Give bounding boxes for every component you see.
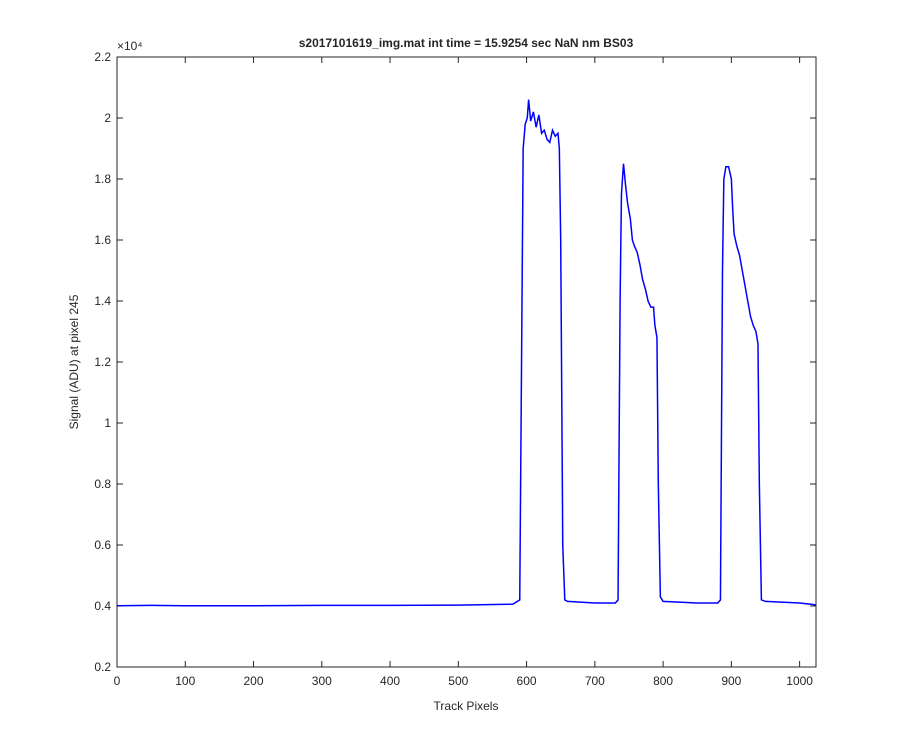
x-tick-label: 500	[448, 674, 468, 688]
x-tick-label: 400	[380, 674, 400, 688]
y-multiplier: ×10⁴	[117, 39, 143, 53]
y-tick-label: 2.2	[94, 50, 111, 64]
y-tick-label: 0.8	[94, 477, 111, 491]
x-tick-label: 1000	[786, 674, 813, 688]
y-tick-label: 1.6	[94, 233, 111, 247]
y-axis-label: Signal (ADU) at pixel 245	[67, 294, 81, 429]
x-tick-label: 100	[175, 674, 195, 688]
y-tick-label: 1.8	[94, 172, 111, 186]
x-axis-label: Track Pixels	[434, 699, 499, 713]
y-tick-label: 2	[104, 111, 111, 125]
y-tick-label: 0.2	[94, 660, 111, 674]
y-tick-label: 1.2	[94, 355, 111, 369]
plot-area	[116, 56, 817, 668]
y-tick-label: 1	[104, 416, 111, 430]
chart-title: s2017101619_img.mat int time = 15.9254 s…	[299, 36, 634, 50]
x-tick-label: 0	[114, 674, 121, 688]
x-tick-label: 900	[721, 674, 741, 688]
x-tick-label: 800	[653, 674, 673, 688]
signal-line	[116, 99, 817, 607]
x-tick-label: 700	[585, 674, 605, 688]
x-tick-label: 200	[244, 674, 264, 688]
y-tick-label: 0.4	[94, 599, 111, 613]
y-tick-label: 1.4	[94, 294, 111, 308]
y-tick-label: 0.6	[94, 538, 111, 552]
x-tick-label: 300	[312, 674, 332, 688]
x-tick-label: 600	[517, 674, 537, 688]
